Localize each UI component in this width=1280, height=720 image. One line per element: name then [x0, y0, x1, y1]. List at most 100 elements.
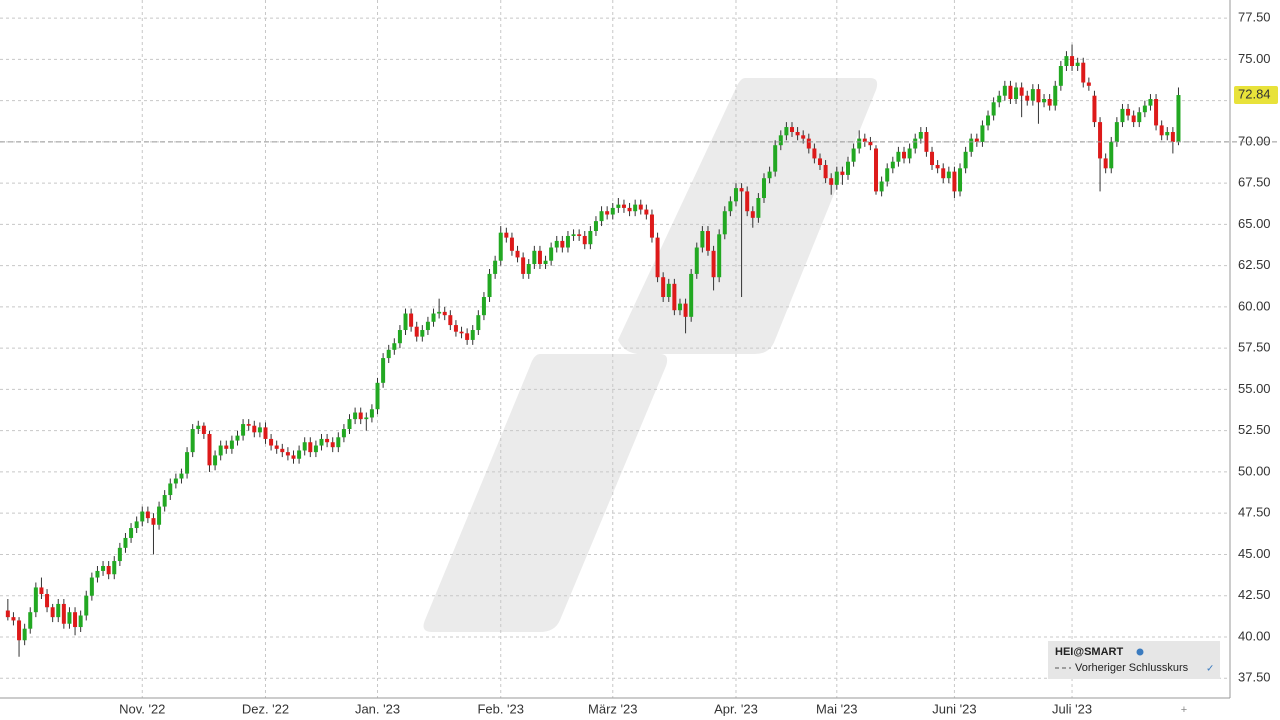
candle-body: [1030, 89, 1035, 101]
candle-body: [431, 313, 436, 322]
candle-body: [823, 165, 828, 179]
candle-body: [173, 478, 178, 484]
candle-body: [851, 148, 856, 162]
candle-body: [560, 240, 565, 248]
candle-body: [722, 211, 727, 235]
candle-body: [493, 260, 498, 274]
candle-body: [302, 442, 307, 451]
candle-body: [834, 171, 839, 185]
candle-body: [789, 127, 794, 133]
candle-body: [504, 232, 509, 238]
candle-body: [874, 148, 879, 192]
candle-body: [420, 330, 425, 337]
candle-body: [112, 561, 117, 575]
candle-body: [336, 437, 341, 448]
candle-body: [565, 235, 570, 248]
candle-body: [1142, 105, 1147, 113]
candle-body: [1081, 62, 1086, 83]
candle-body: [543, 260, 548, 265]
candle-body: [666, 283, 671, 298]
candle-body: [577, 234, 582, 236]
candle-body: [185, 452, 190, 474]
candle-body: [442, 311, 447, 316]
x-tick-label: Feb. '23: [477, 701, 524, 716]
last-price-box: [1234, 86, 1278, 105]
candle-body: [677, 303, 682, 311]
candle-body: [403, 313, 408, 331]
candle-body: [582, 235, 587, 245]
candle-body: [711, 250, 716, 278]
candle-body: [297, 450, 302, 459]
candle-body: [829, 178, 834, 185]
candle-body: [862, 138, 867, 142]
candle-body: [761, 178, 766, 199]
candle-body: [291, 455, 296, 459]
candle-body: [655, 237, 660, 278]
candle-body: [157, 506, 162, 525]
candle-body: [610, 207, 615, 215]
y-tick-label: 57.50: [1238, 340, 1271, 355]
candle-body: [935, 165, 940, 169]
candle-body: [593, 221, 598, 232]
candle-body: [381, 358, 386, 383]
x-tick-label: Apr. '23: [714, 701, 758, 716]
candle-body: [1008, 85, 1013, 100]
candle-body: [353, 412, 358, 420]
candle-body: [745, 191, 750, 212]
y-tick-label: 60.00: [1238, 298, 1271, 313]
candle-body: [1114, 122, 1119, 142]
candle-body: [285, 452, 290, 456]
candle-body: [364, 417, 369, 420]
last-price-label: 72.84: [1238, 86, 1271, 101]
candle-body: [1086, 82, 1091, 86]
add-icon[interactable]: +: [1181, 704, 1187, 716]
candle-body: [739, 188, 744, 192]
candle-body: [1064, 56, 1069, 67]
candle-body: [235, 435, 240, 441]
candle-body: [280, 448, 285, 453]
candle-body: [532, 250, 537, 265]
candle-body: [717, 234, 722, 278]
candle-body: [168, 483, 173, 496]
candle-body: [17, 620, 22, 641]
candle-body: [1025, 95, 1030, 101]
candle-body: [958, 168, 963, 192]
candle-body: [1137, 112, 1142, 123]
candle-body: [50, 607, 55, 618]
legend-check[interactable]: ✓: [1206, 664, 1214, 675]
candle-body: [28, 612, 33, 629]
candle-body: [162, 495, 167, 507]
candle-body: [409, 313, 414, 327]
candle-body: [89, 577, 94, 596]
candle-body: [1019, 87, 1024, 96]
candle-body: [425, 321, 430, 331]
candle-body: [616, 204, 621, 208]
candle-body: [1176, 95, 1181, 142]
candle-body: [201, 425, 206, 434]
candle-body: [252, 425, 257, 433]
candle-body: [341, 429, 346, 438]
candle-body: [969, 138, 974, 152]
candle-body: [123, 537, 128, 548]
candle-body: [459, 331, 464, 334]
candle-body: [801, 135, 806, 139]
candle-body: [241, 424, 246, 436]
candle-body: [319, 438, 324, 446]
candle-body: [1159, 125, 1164, 136]
y-tick-label: 52.50: [1238, 422, 1271, 437]
candle-body: [375, 382, 380, 410]
candle-body: [224, 445, 229, 449]
candle-body: [347, 419, 352, 430]
candle-body: [946, 171, 951, 179]
y-tick-label: 67.50: [1238, 175, 1271, 190]
candle-body: [885, 168, 890, 182]
candle-body: [907, 148, 912, 159]
candle-body: [453, 325, 458, 332]
candle-body: [571, 234, 576, 236]
info-icon[interactable]: [1136, 648, 1144, 656]
candle-body: [498, 232, 503, 261]
candle-body: [106, 565, 111, 575]
candle-body: [33, 587, 38, 613]
candle-body: [358, 412, 363, 420]
candle-body: [918, 132, 923, 139]
